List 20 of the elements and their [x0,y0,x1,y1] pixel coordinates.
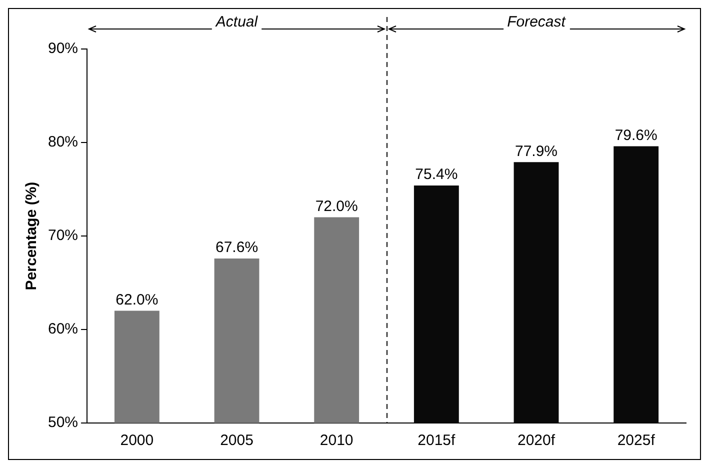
data-label: 67.6% [215,239,258,256]
x-tick-label: 2005 [220,432,254,450]
y-tick-label: 50% [48,414,78,432]
data-label: 62.0% [116,291,158,308]
x-tick-label: 2000 [120,432,154,450]
y-tick-label: 70% [48,227,78,244]
y-tick-label: 80% [48,134,78,151]
text: Forecast [507,14,566,31]
x-tick-label: 2015f [418,432,456,450]
x-tick-label: 2010 [320,432,354,450]
data-label: 77.9% [514,142,558,160]
x-tick-label: 2025f [617,432,656,450]
text: Actual [214,14,258,31]
data-label: 75.4% [415,166,458,184]
y-axis-title: Percentage (%) [23,182,40,290]
data-label: 72.0% [315,198,358,215]
y-tick-label: 90% [48,40,78,58]
x-tick-label: 2020f [517,432,556,450]
y-tick-label: 60% [48,320,78,338]
data-label: 79.6% [614,126,658,144]
